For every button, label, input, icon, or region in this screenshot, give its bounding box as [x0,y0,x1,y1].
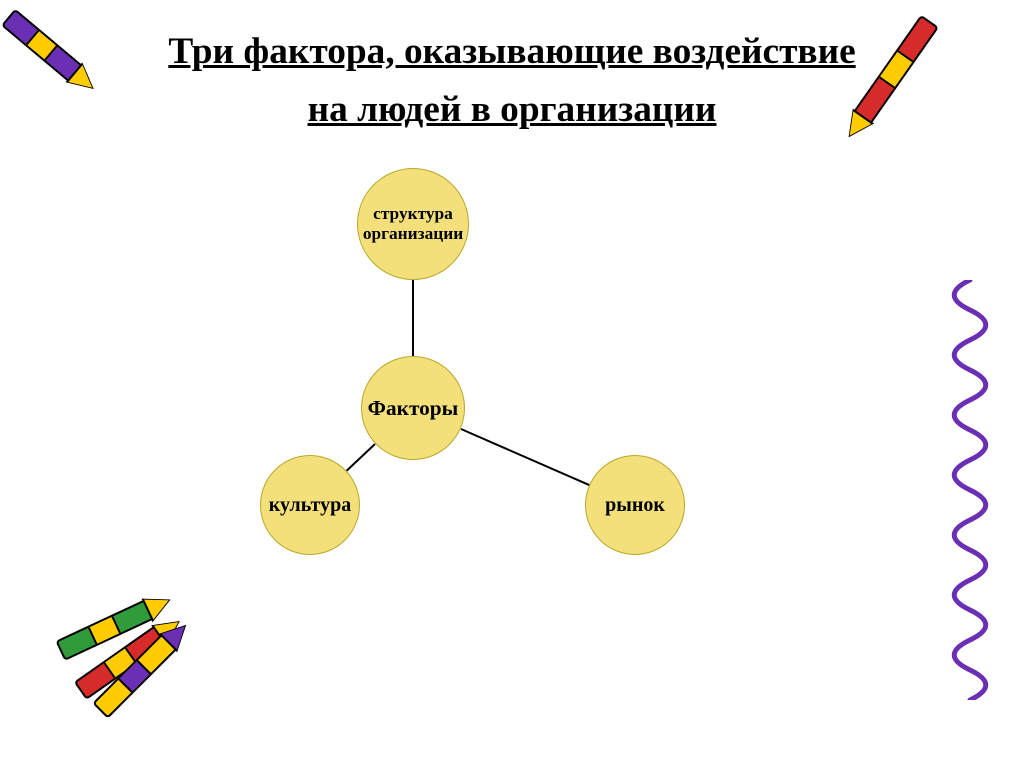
squiggle-icon [935,280,1005,700]
diagram-node-label: культура [263,494,357,517]
diagram-node-right: рынок [585,455,685,555]
diagram-edge [346,443,376,472]
diagram-node-label: структура организации [357,204,469,244]
diagram-node-center: Факторы [361,356,465,460]
diagram-node-left: культура [260,455,360,555]
diagram-node-top: структура организации [357,168,469,280]
diagram-edge [460,428,589,486]
diagram-node-label: Факторы [362,396,465,421]
diagram-edge [412,280,414,356]
diagram-node-label: рынок [599,494,671,517]
